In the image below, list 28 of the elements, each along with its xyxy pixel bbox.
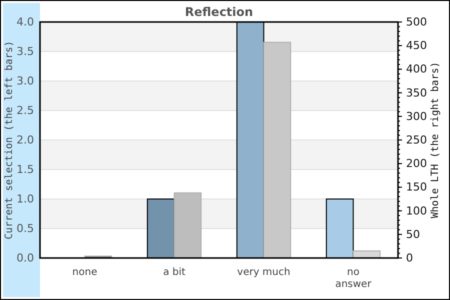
y2-tick-label: 50 — [406, 228, 420, 241]
y-axis-title: Current selection (the left bars) — [4, 40, 15, 240]
y-tick-label: 2.5 — [16, 104, 34, 118]
y-tick-label: 0.5 — [16, 222, 34, 236]
y2-tick-label: 200 — [406, 157, 427, 170]
y2-tick-label: 500 — [406, 16, 427, 29]
y2-tick-label: 450 — [406, 39, 427, 52]
y2-tick-label: 150 — [406, 180, 427, 194]
y2-tick-label: 300 — [406, 110, 427, 123]
y-tick-label: 0.0 — [16, 252, 34, 265]
x-tick-label: none — [72, 267, 98, 278]
y-tick-label: 2.0 — [16, 134, 34, 147]
x-tick-label: very much — [237, 267, 290, 278]
y2-tick-label: 350 — [406, 86, 427, 100]
x-tick-label: no answer — [335, 267, 372, 290]
y-tick-label: 3.5 — [16, 45, 34, 58]
x-tick-label: a bit — [163, 267, 186, 278]
y-tick-label: 1.5 — [16, 163, 34, 176]
y2-tick-label: 0 — [406, 252, 413, 265]
y-tick-label: 4.0 — [16, 16, 34, 29]
chart-title: Reflection — [184, 5, 254, 19]
y2-tick-label: 250 — [406, 134, 427, 147]
y-tick-label: 1.0 — [16, 192, 34, 206]
y2-tick-label: 400 — [406, 62, 427, 76]
y2-tick-label: 100 — [406, 204, 427, 218]
bar — [352, 250, 381, 258]
y2-axis-title: Whole LTH (the right bars) — [430, 62, 441, 218]
y-tick-label: 3.0 — [16, 74, 34, 88]
